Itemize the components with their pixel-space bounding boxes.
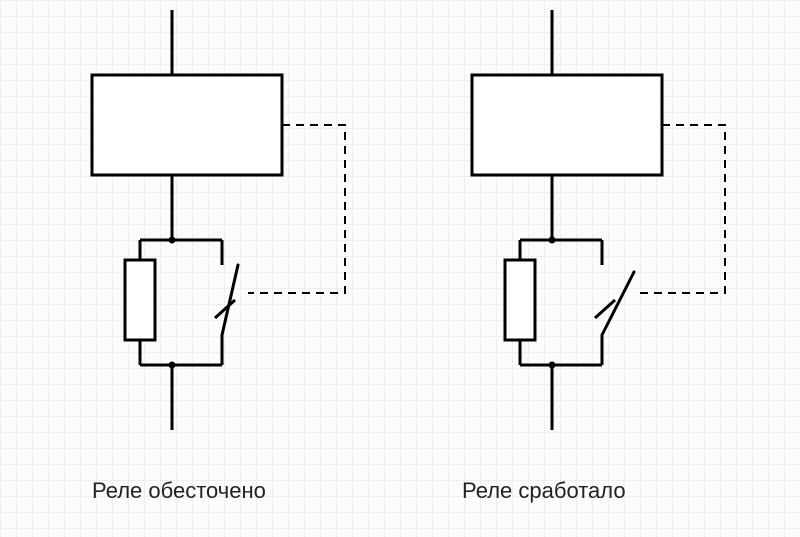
relay-energized-svg <box>440 10 750 450</box>
relay-energized-diagram <box>440 10 750 450</box>
caption-left-text: Реле обесточено <box>92 478 266 503</box>
caption-right-text: Реле сработало <box>462 478 626 503</box>
caption-right: Реле сработало <box>462 478 626 504</box>
relay-deenergized-diagram <box>60 10 370 450</box>
caption-left: Реле обесточено <box>92 478 266 504</box>
relay-deenergized-svg <box>60 10 370 450</box>
